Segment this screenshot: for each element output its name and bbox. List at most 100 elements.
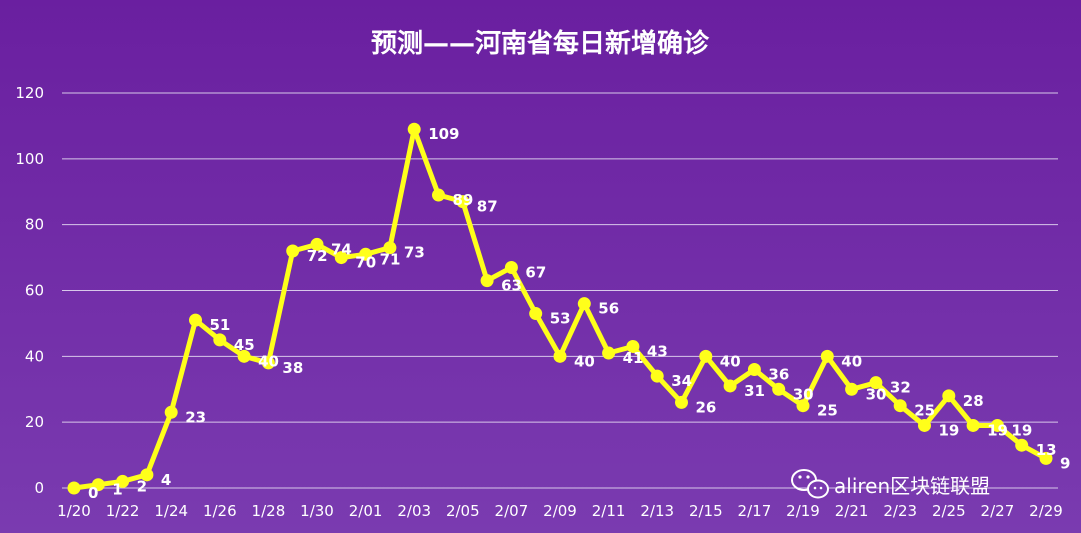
chart-title: 预测——河南省每日新增确诊 [371,28,710,59]
data-label: 72 [307,247,328,265]
data-point [504,260,518,274]
data-point [164,405,178,419]
data-point [796,399,810,413]
data-label: 9 [1060,454,1070,472]
data-point [602,346,616,360]
x-tick-label: 2/11 [592,502,626,520]
data-label: 53 [550,310,571,328]
x-tick-label: 2/17 [738,502,772,520]
data-point [310,237,324,251]
x-tick-label: 1/28 [252,502,286,520]
data-point [383,241,397,255]
wechat-icon [791,469,829,499]
data-label: 0 [88,484,98,502]
x-axis-ticks: 1/20 1/22 1/24 1/26 1/28 1/30 2/01 2/03 2/05 2/07… [57,502,1063,520]
data-point [432,188,445,202]
data-point [772,382,786,396]
x-tick-label: 2/29 [1029,502,1063,520]
data-point [480,274,494,288]
data-point [116,474,130,488]
data-point [966,418,980,432]
series-points [67,122,1053,495]
data-point [918,418,931,432]
data-label: 30 [866,385,887,403]
data-point [1039,451,1053,465]
data-point [820,349,834,363]
data-label: 13 [1036,441,1057,459]
x-tick-label: 1/22 [106,502,140,520]
data-label: 31 [744,382,765,400]
data-label: 51 [210,316,231,334]
data-point [699,349,713,363]
x-tick-label: 2/01 [349,502,383,520]
data-label: 1 [112,481,122,499]
data-point [893,399,907,413]
watermark-text: aliren区块链联盟 [834,474,990,498]
y-tick-label: 20 [25,413,44,431]
data-point [237,349,251,363]
data-label: 56 [598,300,619,318]
y-tick-label: 0 [34,479,44,497]
y-tick-label: 80 [25,216,44,234]
data-label: 25 [817,402,838,420]
data-point [869,376,883,390]
data-label: 87 [477,198,498,216]
data-point [213,333,227,347]
data-label: 19 [939,421,960,439]
data-point [529,307,543,321]
x-tick-label: 2/05 [446,502,480,520]
data-point [577,297,591,311]
data-label: 4 [161,471,171,489]
data-point [1015,438,1029,452]
data-label: 109 [428,125,459,143]
data-label: 63 [501,277,522,295]
x-tick-label: 1/26 [203,502,237,520]
x-tick-label: 2/03 [397,502,431,520]
data-point [189,313,202,327]
data-point [747,363,761,376]
data-point [553,349,567,363]
y-tick-label: 40 [25,347,44,365]
data-point [67,481,81,495]
y-axis-ticks: 0 20 40 60 80 100 120 [15,84,44,497]
data-label: 43 [647,342,668,360]
x-tick-label: 2/23 [883,502,917,520]
x-tick-label: 2/13 [640,502,674,520]
x-tick-label: 1/24 [154,502,188,520]
data-label: 73 [404,244,425,262]
data-point [650,369,664,383]
x-tick-label: 1/20 [57,502,91,520]
data-point [990,418,1004,432]
x-tick-label: 1/30 [300,502,334,520]
data-point [334,251,348,265]
data-point [845,382,859,396]
data-point [675,395,688,409]
data-point [456,195,470,209]
data-label: 19 [987,421,1008,439]
y-tick-label: 100 [15,150,44,168]
data-label: 74 [331,240,352,258]
data-label: 40 [720,352,741,370]
watermark: aliren区块链联盟 [791,469,990,499]
y-tick-label: 60 [25,282,44,300]
data-label: 40 [258,352,279,370]
data-label: 25 [914,402,935,420]
data-point [359,247,373,261]
x-tick-label: 2/07 [495,502,529,520]
data-label: 40 [574,352,595,370]
data-point [407,122,421,136]
x-tick-label: 2/25 [932,502,966,520]
x-tick-label: 2/27 [981,502,1015,520]
data-label: 2 [137,477,147,495]
data-label: 38 [282,359,303,377]
data-label: 28 [963,392,984,410]
data-point [91,478,105,492]
data-label: 67 [525,263,546,281]
data-label: 71 [380,250,401,268]
data-label: 70 [355,254,376,272]
x-tick-label: 2/19 [786,502,820,520]
data-label: 34 [671,372,692,390]
data-point [261,356,275,370]
